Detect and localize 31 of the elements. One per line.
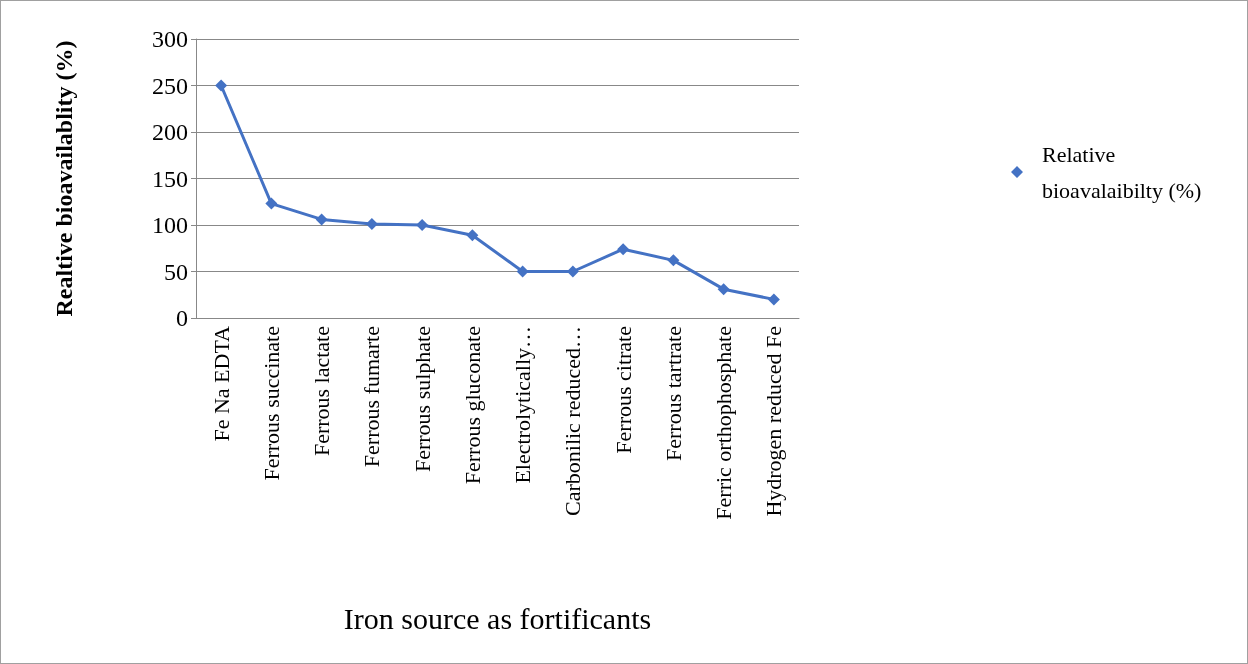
y-tick-label: 50: [164, 258, 188, 285]
y-tick-label: 0: [176, 305, 188, 331]
x-tick-label: Hydrogen reduced Fe: [761, 326, 787, 517]
x-axis-title: Iron source as fortificants: [343, 601, 652, 635]
x-tick-label: Ferrous sulphate: [409, 326, 435, 473]
point: [717, 283, 730, 296]
y-tick-label: 150: [152, 165, 188, 192]
legend-label: Relative bioavalaibilty (%): [1042, 141, 1202, 203]
y-tick-label: 300: [152, 26, 188, 52]
x-tick-label: Ferrous citrate: [610, 326, 636, 454]
x-tick-label: Ferrous tartrate: [660, 326, 686, 461]
x-tick-label: Fe Na EDTA: [208, 325, 234, 442]
x-tick-label: Ferrous succinate: [258, 326, 284, 481]
point: [416, 219, 429, 231]
y-tick-label: 100: [152, 212, 188, 238]
point: [215, 79, 228, 92]
y-tick-label: 200: [152, 119, 188, 145]
x-tick-label: Ferrous fumarte: [359, 326, 385, 468]
point: [617, 243, 630, 256]
point: [767, 293, 780, 306]
point: [265, 197, 278, 210]
point: [466, 229, 479, 242]
point: [667, 254, 680, 267]
x-tick-label: Electrolytically…: [510, 326, 536, 484]
x-tick-label: Ferric orthophosphate: [711, 326, 737, 520]
x-tick-label: Ferrous gluconate: [459, 326, 485, 485]
point: [315, 213, 328, 226]
x-tick-label: Ferrous lactate: [309, 326, 335, 457]
y-tick-label: 250: [152, 72, 188, 99]
y-axis-title: Realtive bioavailablity (%): [51, 40, 77, 317]
x-tick-label: Carbonilic reduced…: [560, 326, 586, 516]
